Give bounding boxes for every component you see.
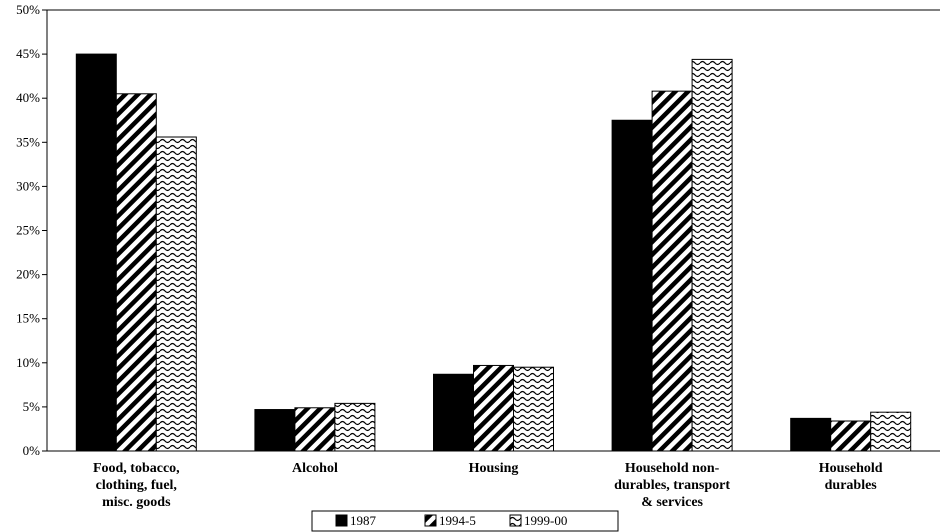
legend-box: [311, 510, 619, 532]
y-tick-label: 5%: [23, 399, 41, 414]
category-label: Food, tobacco, clothing, fuel, misc. goods: [93, 461, 180, 510]
category-labels: Food, tobacco, clothing, fuel, misc. goods…: [93, 461, 883, 510]
bar-1987-4: [790, 417, 832, 452]
legend-label: 1994-5: [439, 513, 476, 528]
bar-1994-5-0: [115, 93, 157, 452]
category-label: Alcohol: [292, 461, 338, 476]
bar-1994-5-3: [651, 90, 693, 452]
bar-1999-00-2: [513, 366, 554, 452]
bar-1987-3: [611, 119, 653, 452]
legend-swatch-1987: [335, 514, 348, 527]
y-tick-label: 30%: [16, 178, 40, 193]
bar-1994-5-4: [830, 420, 872, 452]
bar-1994-5-2: [473, 364, 514, 452]
y-tick-label: 40%: [16, 90, 40, 105]
bars: [75, 53, 912, 452]
legend-swatch-1999-00: [509, 514, 522, 527]
y-tick-label: 20%: [16, 267, 40, 282]
y-tick-label: 45%: [16, 46, 40, 61]
category-label: Household durables: [819, 461, 883, 493]
bar-1999-00-4: [870, 411, 912, 452]
bar-1987-0: [75, 53, 117, 452]
y-tick-label: 35%: [16, 134, 40, 149]
y-tick-label: 0%: [23, 443, 41, 458]
category-label: Housing: [469, 461, 519, 476]
bar-1999-00-3: [691, 58, 733, 452]
legend-label: 1999-00: [524, 513, 567, 528]
legend-swatch-1994-5: [424, 514, 437, 527]
y-tick-label: 50%: [16, 2, 40, 17]
bar-1987-2: [433, 373, 474, 452]
bar-1987-1: [254, 409, 296, 452]
y-tick-label: 15%: [16, 311, 40, 326]
category-label: Household non-durables, transport & servi…: [614, 461, 730, 510]
y-tick-label: 10%: [16, 355, 40, 370]
bar-1999-00-0: [155, 136, 197, 452]
y-tick-label: 25%: [16, 223, 40, 238]
bar-1994-5-1: [294, 407, 336, 452]
bar-1999-00-1: [334, 402, 376, 452]
legend-label: 1987: [350, 513, 377, 528]
legend: 1987 1994-5 1999-00: [311, 510, 619, 532]
